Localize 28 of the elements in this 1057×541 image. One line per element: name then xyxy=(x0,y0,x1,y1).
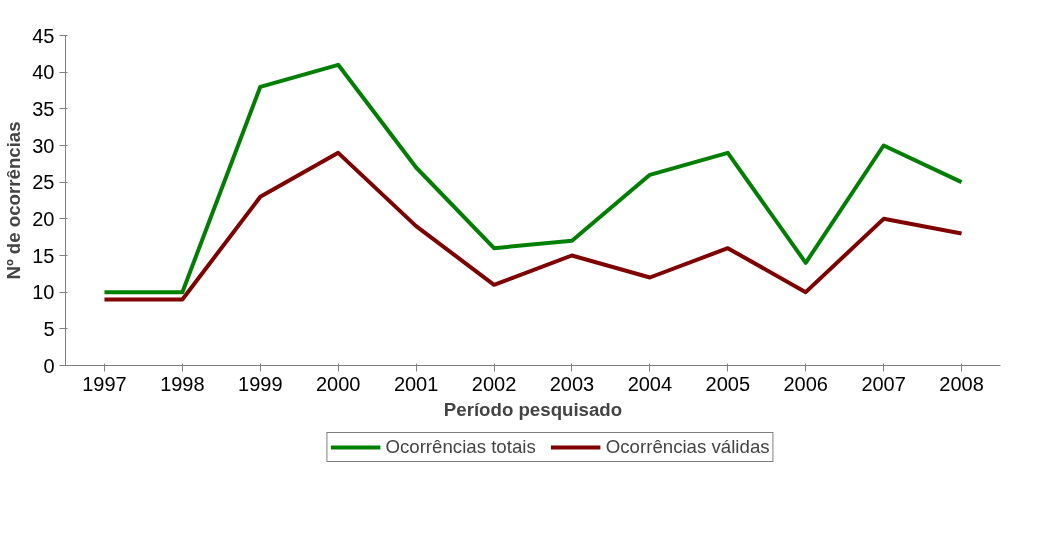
x-tick-label: 1998 xyxy=(160,372,205,395)
x-tick-label: 2003 xyxy=(549,372,595,395)
y-tick-label: 10 xyxy=(32,281,55,304)
y-tick-label: 20 xyxy=(32,207,55,230)
x-tick-label: 2002 xyxy=(471,372,517,395)
x-tick-label: 2004 xyxy=(627,372,673,395)
y-tick-label: 5 xyxy=(43,317,55,340)
y-tick-label: 30 xyxy=(32,134,55,157)
x-tick-label: 2007 xyxy=(861,372,906,395)
y-tick-label: 25 xyxy=(32,171,55,194)
line-series xyxy=(102,62,964,295)
x-tick-label: 1997 xyxy=(82,372,127,395)
legend-label: Ocorrências válidas xyxy=(605,436,770,458)
y-tick-label: 45 xyxy=(32,24,55,47)
legend-label: Ocorrências totais xyxy=(385,436,536,458)
x-tick-label: 2001 xyxy=(393,372,439,395)
x-axis-title: Período pesquisado xyxy=(443,398,623,420)
y-tick-label: 15 xyxy=(32,244,55,267)
y-tick-label: 35 xyxy=(32,97,55,120)
y-tick-label: 0 xyxy=(43,354,55,377)
x-tick-label: 2005 xyxy=(705,372,751,395)
x-tick-label: 1999 xyxy=(238,372,283,395)
line-series xyxy=(102,150,964,302)
x-tick-label: 2006 xyxy=(783,372,828,395)
y-axis-title: Nº de ocorrências xyxy=(3,121,25,280)
x-tick-label: 2000 xyxy=(315,372,361,395)
y-tick-label: 40 xyxy=(32,61,55,84)
x-tick-label: 2008 xyxy=(939,372,984,395)
